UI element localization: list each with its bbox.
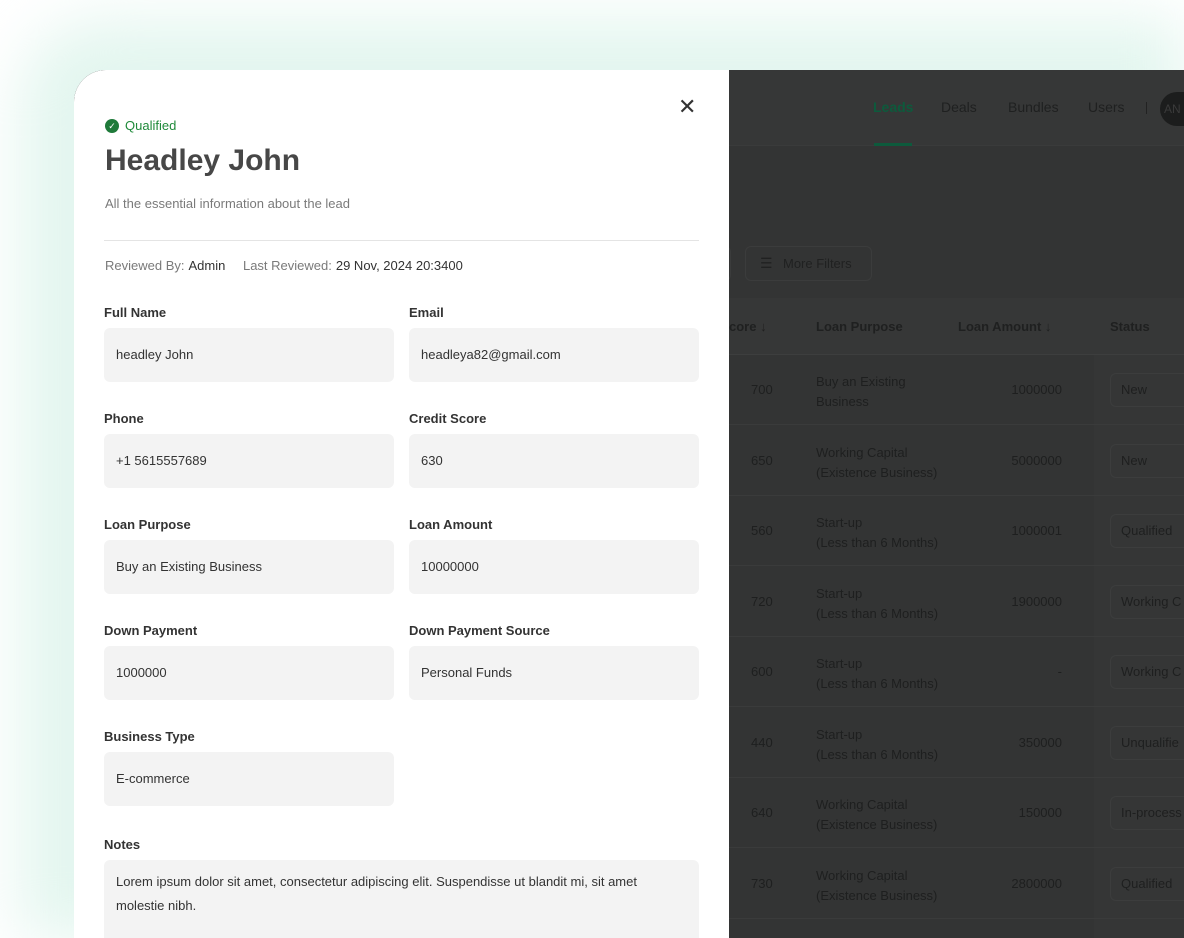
phone-field: Phone +1 5615557689 xyxy=(104,411,394,488)
table-row[interactable]: 650 Working Capital (Existence Business) … xyxy=(729,426,1184,496)
nav-leads[interactable]: Leads xyxy=(873,99,914,115)
loan-amount-cell: 1900000 xyxy=(1011,593,1062,609)
credit-score-cell: 730 xyxy=(751,875,773,891)
full-name-label: Full Name xyxy=(104,305,167,320)
credit-score-cell: 440 xyxy=(751,734,773,750)
table-row[interactable]: 640 Working Capital (Existence Business) … xyxy=(729,778,1184,848)
header-loan-amount[interactable]: Loan Amount ↓ xyxy=(958,319,1052,334)
credit-score-cell: 600 xyxy=(751,664,773,679)
loan-purpose-cell: Start-up (Less than 6 Months) xyxy=(816,585,939,621)
loan-amount-input[interactable]: 10000000 xyxy=(409,540,699,594)
email-label: Email xyxy=(409,305,444,320)
loan-purpose-cell: Working Capital (Existence Business) xyxy=(816,867,938,903)
loan-purpose-label: Loan Purpose xyxy=(104,517,191,532)
table-header: core ↓ Loan Purpose Loan Amount ↓ Status xyxy=(729,298,1184,355)
page-title: Headley John xyxy=(105,144,301,177)
more-filters-button[interactable]: ☰ More Filters xyxy=(745,246,872,281)
filter-icon: ☰ xyxy=(760,255,773,271)
loan-amount-label: Loan Amount xyxy=(409,517,493,532)
business-type-label: Business Type xyxy=(104,729,195,744)
full-name-field: Full Name headley John xyxy=(104,305,394,382)
credit-score-cell: 720 xyxy=(751,593,773,609)
credit-score-field: Credit Score 630 xyxy=(409,411,699,488)
phone-input[interactable]: +1 5615557689 xyxy=(104,434,394,488)
status-dropdown[interactable]: New xyxy=(1110,373,1184,407)
credit-score-cell: 700 xyxy=(751,382,773,397)
down-payment-source-input[interactable]: Personal Funds xyxy=(409,646,699,700)
loan-amount-cell: 1000000 xyxy=(1011,382,1062,397)
page-subtitle: All the essential information about the … xyxy=(105,196,350,211)
nav-users[interactable]: Users xyxy=(1088,99,1125,115)
loan-amount-cell: 1000001 xyxy=(1011,523,1062,538)
notes-field: Notes Lorem ipsum dolor sit amet, consec… xyxy=(104,837,699,938)
email-input[interactable]: headleya82@gmail.com xyxy=(409,328,699,382)
loan-purpose-cell: Start-up (Less than 6 Months) xyxy=(816,515,939,550)
status-dropdown[interactable]: New xyxy=(1110,443,1184,478)
down-payment-source-field: Down Payment Source Personal Funds xyxy=(409,623,699,700)
status-column xyxy=(1094,355,1184,938)
loan-purpose-cell: Working Capital (Existence Business) xyxy=(816,444,938,480)
email-field: Email headleya82@gmail.com xyxy=(409,305,699,382)
loan-purpose-input[interactable]: Buy an Existing Business xyxy=(104,540,394,594)
table-row[interactable]: 440 Start-up (Less than 6 Months) 350000 … xyxy=(729,708,1184,778)
more-filters-label: More Filters xyxy=(783,256,852,271)
notes-input[interactable]: Lorem ipsum dolor sit amet, consectetur … xyxy=(104,860,699,938)
loan-amount-field: Loan Amount 10000000 xyxy=(409,517,699,594)
review-meta: Reviewed By: Admin Last Reviewed: 29 Nov, … xyxy=(105,258,463,273)
loan-purpose-cell: Start-up (Less than 6 Months) xyxy=(816,726,939,762)
status-dropdown[interactable]: Working C xyxy=(1110,584,1184,619)
business-type-field: Business Type E-commerce xyxy=(104,729,394,806)
status-dropdown[interactable]: In-process xyxy=(1110,796,1184,830)
loan-purpose-cell: Working Capital (Existence Business) xyxy=(816,797,938,832)
nav-bundles[interactable]: Bundles xyxy=(1008,99,1059,115)
credit-score-cell: 640 xyxy=(751,805,773,820)
credit-score-label: Credit Score xyxy=(409,411,487,426)
loan-amount-cell: 2800000 xyxy=(1011,875,1062,891)
status-badge: ✓ Qualified xyxy=(105,118,176,133)
close-icon[interactable]: ✕ xyxy=(678,94,697,119)
status-dropdown[interactable]: Qualified xyxy=(1110,866,1184,901)
loan-amount-cell: 350000 xyxy=(1018,734,1062,750)
loan-purpose-cell: Buy an Existing Business xyxy=(816,374,906,409)
down-payment-input[interactable]: 1000000 xyxy=(104,646,394,700)
credit-score-cell: 560 xyxy=(751,523,773,538)
credit-score-cell: 650 xyxy=(751,452,773,468)
down-payment-field: Down Payment 1000000 xyxy=(104,623,394,700)
nav-deals[interactable]: Deals xyxy=(941,99,977,115)
full-name-input[interactable]: headley John xyxy=(104,328,394,382)
table-row[interactable]: 600 Start-up (Less than 6 Months) - Worki… xyxy=(729,637,1184,707)
status-dropdown[interactable]: Working C xyxy=(1110,655,1184,689)
credit-score-input[interactable]: 630 xyxy=(409,434,699,488)
table-row[interactable]: 700 Buy an Existing Business 1000000 New xyxy=(729,355,1184,425)
down-payment-source-label: Down Payment Source xyxy=(409,623,550,638)
divider xyxy=(104,240,699,241)
phone-label: Phone xyxy=(104,411,144,426)
status-dropdown[interactable]: Qualified xyxy=(1110,514,1184,548)
header-status: Status xyxy=(1110,319,1150,334)
business-type-input[interactable]: E-commerce xyxy=(104,752,394,806)
verified-check-icon: ✓ xyxy=(105,118,119,133)
loan-amount-cell: 150000 xyxy=(1018,805,1062,820)
table-row[interactable]: 730 Working Capital (Existence Business) … xyxy=(729,849,1184,919)
lead-details-panel: ✕ ✓ Qualified Headley John All the essent… xyxy=(74,70,729,938)
status-dropdown[interactable]: Unqualifie xyxy=(1110,725,1184,760)
avatar[interactable]: AN xyxy=(1160,92,1184,126)
header-credit-score[interactable]: core ↓ xyxy=(729,319,767,334)
notes-label: Notes xyxy=(104,837,141,852)
header-loan-purpose: Loan Purpose xyxy=(816,319,903,334)
loan-amount-cell: - xyxy=(1057,664,1062,679)
loan-purpose-cell: Start-up (Less than 6 Months) xyxy=(816,656,939,691)
nav-divider xyxy=(1146,102,1147,114)
loan-purpose-field: Loan Purpose Buy an Existing Business xyxy=(104,517,394,594)
table-row[interactable]: 560 Start-up (Less than 6 Months) 1000001… xyxy=(729,496,1184,566)
down-payment-label: Down Payment xyxy=(104,623,198,638)
table-row[interactable]: 720 Start-up (Less than 6 Months) 1900000… xyxy=(729,567,1184,637)
active-tab-indicator xyxy=(874,143,912,146)
loan-amount-cell: 5000000 xyxy=(1011,452,1062,468)
